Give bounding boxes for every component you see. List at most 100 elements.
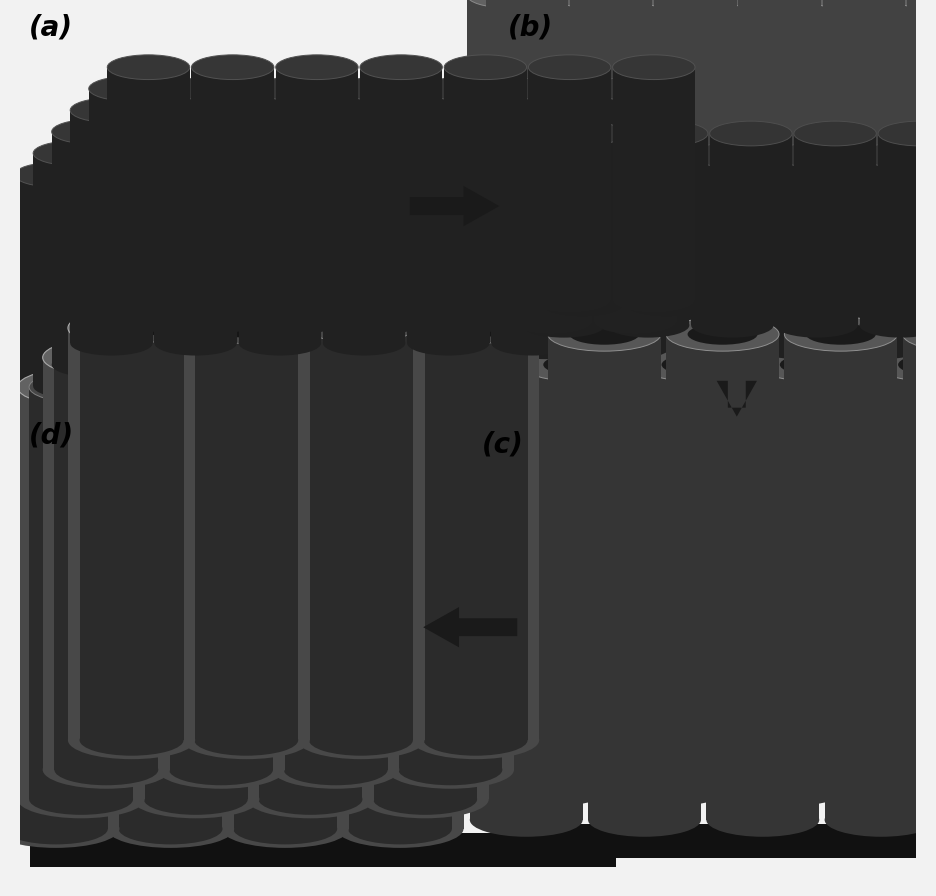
Ellipse shape xyxy=(505,334,587,359)
Ellipse shape xyxy=(4,401,108,432)
Ellipse shape xyxy=(183,309,310,347)
Ellipse shape xyxy=(505,164,587,189)
Ellipse shape xyxy=(370,141,452,166)
Ellipse shape xyxy=(393,377,458,397)
Bar xyxy=(323,110,405,343)
Ellipse shape xyxy=(654,356,737,381)
Bar xyxy=(640,365,753,759)
Bar xyxy=(387,358,514,770)
Bar xyxy=(183,175,266,408)
Ellipse shape xyxy=(387,339,514,376)
Ellipse shape xyxy=(520,162,603,187)
Ellipse shape xyxy=(902,711,936,745)
Ellipse shape xyxy=(851,772,936,806)
Bar xyxy=(520,175,603,408)
Ellipse shape xyxy=(108,55,190,80)
Bar xyxy=(823,0,905,368)
Ellipse shape xyxy=(607,142,689,168)
Ellipse shape xyxy=(859,313,936,338)
Ellipse shape xyxy=(157,339,285,376)
Ellipse shape xyxy=(522,313,605,338)
Ellipse shape xyxy=(49,377,113,397)
Ellipse shape xyxy=(132,780,259,818)
FancyArrow shape xyxy=(410,186,500,226)
Ellipse shape xyxy=(567,0,618,4)
Bar xyxy=(491,110,574,343)
Ellipse shape xyxy=(594,76,677,101)
Ellipse shape xyxy=(426,76,508,101)
Ellipse shape xyxy=(276,288,358,313)
Ellipse shape xyxy=(486,356,568,381)
Ellipse shape xyxy=(613,55,695,80)
Ellipse shape xyxy=(736,0,786,4)
Ellipse shape xyxy=(360,55,443,80)
Ellipse shape xyxy=(157,751,285,788)
Ellipse shape xyxy=(483,0,534,4)
Bar xyxy=(117,153,199,386)
Ellipse shape xyxy=(732,378,845,412)
Ellipse shape xyxy=(445,288,527,313)
Ellipse shape xyxy=(412,721,539,759)
Ellipse shape xyxy=(108,288,190,313)
Ellipse shape xyxy=(666,711,779,745)
Ellipse shape xyxy=(673,334,755,359)
Bar xyxy=(720,0,802,390)
Ellipse shape xyxy=(23,407,88,426)
Ellipse shape xyxy=(758,742,871,776)
Ellipse shape xyxy=(426,309,508,334)
Ellipse shape xyxy=(806,323,876,345)
Bar xyxy=(522,155,605,325)
Ellipse shape xyxy=(902,317,936,351)
Bar xyxy=(285,153,368,386)
Ellipse shape xyxy=(496,772,608,806)
Ellipse shape xyxy=(846,415,916,436)
Bar xyxy=(496,395,608,789)
FancyArrow shape xyxy=(717,381,757,417)
Ellipse shape xyxy=(467,377,549,402)
Ellipse shape xyxy=(445,55,527,80)
Ellipse shape xyxy=(370,374,452,399)
Ellipse shape xyxy=(33,141,115,166)
Bar xyxy=(399,358,503,770)
Ellipse shape xyxy=(491,415,562,436)
Bar xyxy=(132,387,259,799)
Ellipse shape xyxy=(173,76,256,101)
Bar xyxy=(80,328,183,740)
Ellipse shape xyxy=(169,342,273,373)
Ellipse shape xyxy=(753,384,824,406)
Ellipse shape xyxy=(247,780,374,818)
Ellipse shape xyxy=(841,334,924,359)
Ellipse shape xyxy=(272,751,400,788)
Ellipse shape xyxy=(4,814,108,844)
Ellipse shape xyxy=(570,356,652,381)
Ellipse shape xyxy=(214,318,278,338)
Bar xyxy=(859,155,936,325)
Ellipse shape xyxy=(666,317,779,351)
Ellipse shape xyxy=(29,372,133,402)
Bar xyxy=(851,395,936,789)
Ellipse shape xyxy=(304,352,387,377)
Ellipse shape xyxy=(154,98,237,123)
Ellipse shape xyxy=(268,162,350,187)
Ellipse shape xyxy=(201,141,284,166)
Ellipse shape xyxy=(878,291,936,316)
Bar xyxy=(673,177,755,347)
Ellipse shape xyxy=(399,342,503,373)
Ellipse shape xyxy=(709,291,792,316)
Bar xyxy=(284,358,388,770)
Ellipse shape xyxy=(412,309,539,347)
Ellipse shape xyxy=(758,348,871,382)
Ellipse shape xyxy=(253,407,317,426)
Ellipse shape xyxy=(707,409,819,443)
Bar xyxy=(29,387,133,799)
Ellipse shape xyxy=(89,76,171,101)
Ellipse shape xyxy=(183,721,310,759)
Ellipse shape xyxy=(99,162,182,187)
Ellipse shape xyxy=(588,803,701,837)
Ellipse shape xyxy=(342,309,424,334)
Bar xyxy=(257,89,340,322)
Bar xyxy=(348,417,452,829)
Ellipse shape xyxy=(473,352,555,377)
Bar xyxy=(666,334,779,728)
Text: (d): (d) xyxy=(29,421,74,450)
